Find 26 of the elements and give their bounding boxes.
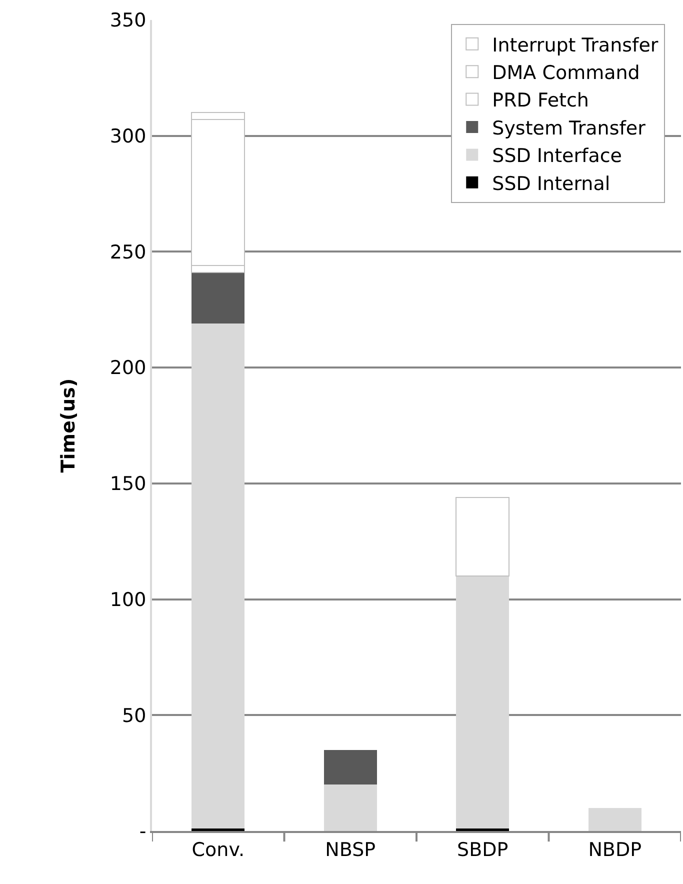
x-tick-label: NBDP	[588, 838, 642, 861]
bar	[192, 272, 245, 324]
y-tick-label: -	[139, 820, 146, 843]
legend-label: System Transfer	[492, 117, 646, 140]
x-tick-label: SBDP	[457, 838, 508, 861]
y-tick-label: 300	[110, 126, 146, 148]
y-tick-label: 250	[110, 241, 146, 264]
y-axis-title: Time(us)	[57, 378, 80, 473]
legend-label: SSD Interface	[492, 145, 622, 168]
y-tick-label: 350	[110, 10, 146, 32]
y-tick-label: 200	[110, 357, 146, 380]
legend-label: Interrupt Transfer	[492, 34, 658, 56]
x-tick-label: NBSP	[325, 838, 376, 861]
y-tick-label: 100	[110, 588, 146, 611]
x-tick-label: Conv.	[192, 838, 245, 861]
y-tick-label: 150	[110, 473, 146, 496]
legend-label: SSD Internal	[492, 172, 610, 195]
legend-label: DMA Command	[492, 62, 640, 84]
legend-label: PRD Fetch	[492, 90, 589, 112]
bar	[456, 576, 510, 829]
bar	[324, 784, 377, 831]
bar	[456, 496, 510, 577]
bar	[588, 808, 642, 831]
bar	[192, 324, 245, 829]
bar	[324, 750, 377, 785]
y-tick-label: 50	[122, 704, 146, 727]
